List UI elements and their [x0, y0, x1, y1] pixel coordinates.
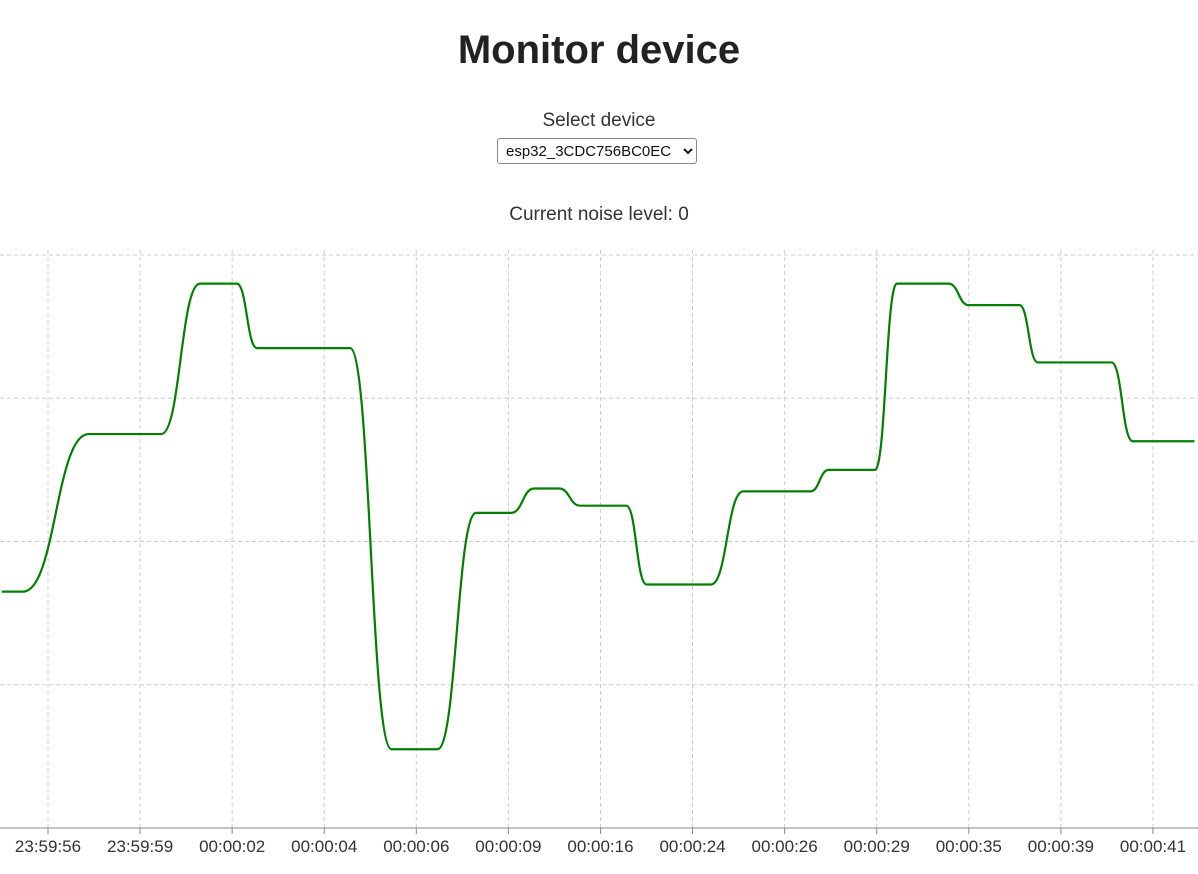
- x-tick-label: 00:00:24: [659, 837, 725, 856]
- noise-series-line: [1, 282, 1195, 751]
- x-tick-label: 00:00:35: [936, 837, 1002, 856]
- select-device-label: Select device: [542, 110, 656, 131]
- noise-level-text: Current noise level: 0: [0, 204, 1198, 226]
- x-tick-label: 00:00:29: [844, 837, 910, 856]
- x-tick-label: 00:00:02: [199, 837, 265, 856]
- x-tick-label: 23:59:59: [107, 837, 173, 856]
- page-title: Monitor device: [457, 28, 741, 72]
- x-tick-label: 00:00:41: [1120, 837, 1186, 856]
- device-select[interactable]: esp32_3CDC756BC0EC: [497, 138, 697, 164]
- chart-tick-labels: 23:59:56 23:59:59 00:00:02 00:00:04 00:00:06…: [15, 837, 1186, 856]
- x-tick-label: 00:00:16: [567, 837, 633, 856]
- noise-level-label: Current noise level:: [509, 204, 673, 225]
- x-tick-label: 00:00:26: [752, 837, 818, 856]
- chart-grid: [0, 250, 1198, 828]
- x-tick-label: 00:00:04: [291, 837, 357, 856]
- chart-series: [1, 282, 1195, 751]
- noise-line-chart: 23:59:56 23:59:59 00:00:02 00:00:04 00:00:06…: [0, 250, 1198, 856]
- x-tick-label: 00:00:09: [475, 837, 541, 856]
- x-tick-label: 00:00:39: [1028, 837, 1094, 856]
- noise-level-value: 0: [678, 204, 689, 225]
- device-select-wrapper: esp32_3CDC756BC0EC: [497, 138, 697, 164]
- x-tick-label: 00:00:06: [383, 837, 449, 856]
- chart-x-axis: [0, 827, 1198, 834]
- x-tick-label: 23:59:56: [15, 837, 81, 856]
